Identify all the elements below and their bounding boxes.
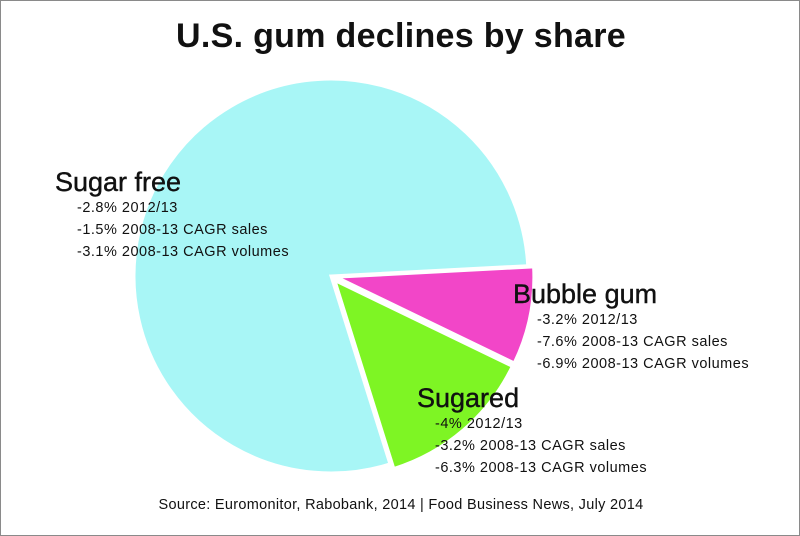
slice-label-sugared: Sugared -4% 2012/13 -3.2% 2008-13 CAGR s…	[417, 383, 647, 479]
slice-note: -3.1% 2008-13 CAGR volumes	[77, 244, 290, 260]
slice-name: Sugar free	[55, 167, 182, 197]
slice-note: -7.6% 2008-13 CAGR sales	[537, 334, 728, 350]
source-note: Source: Euromonitor, Rabobank, 2014 | Fo…	[158, 497, 644, 513]
slice-note: -3.2% 2012/13	[537, 312, 638, 328]
slice-note: -2.8% 2012/13	[77, 200, 178, 216]
slice-label-bubble-gum: Bubble gum -3.2% 2012/13 -7.6% 2008-13 C…	[513, 279, 749, 375]
pie-slice-sugar-free	[132, 77, 530, 475]
slice-name: Sugared	[417, 383, 520, 413]
pie-slice-bubble-gum	[336, 265, 536, 365]
slice-note: -6.3% 2008-13 CAGR volumes	[435, 460, 648, 476]
slice-label-sugar-free: Sugar free -2.8% 2012/13 -1.5% 2008-13 C…	[55, 167, 289, 263]
slice-note: -1.5% 2008-13 CAGR sales	[77, 222, 268, 238]
slice-note: -4% 2012/13	[435, 416, 523, 432]
chart-title: U.S. gum declines by share	[176, 17, 626, 55]
pie-slice-sugared	[332, 277, 515, 471]
slice-note: -3.2% 2008-13 CAGR sales	[435, 438, 626, 454]
slice-name: Bubble gum	[513, 279, 658, 309]
slice-note: -6.9% 2008-13 CAGR volumes	[537, 356, 750, 372]
